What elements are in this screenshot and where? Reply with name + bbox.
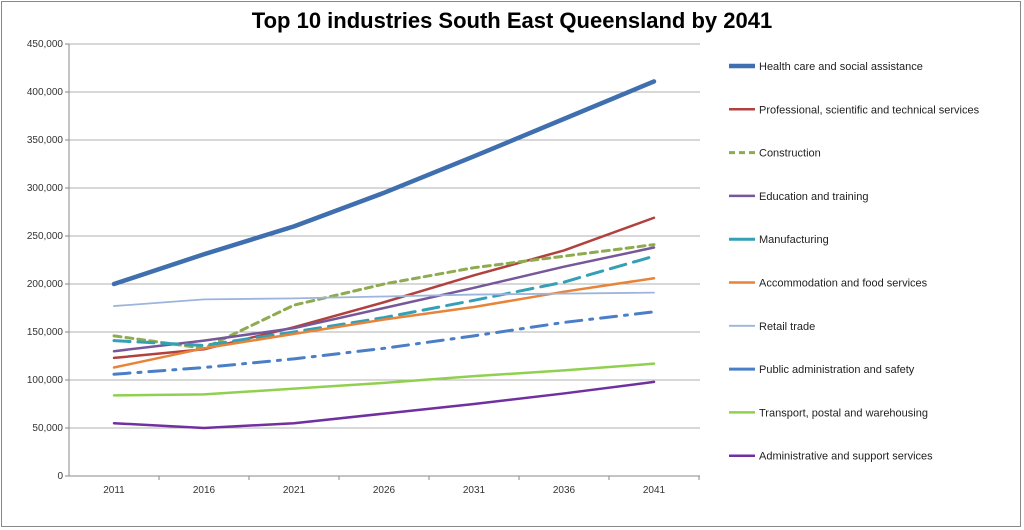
x-tick-label: 2036: [553, 485, 576, 496]
legend-label: Education and training: [759, 191, 868, 203]
legend-label: Public administration and safety: [759, 364, 915, 376]
y-tick-label: 300,000: [27, 183, 64, 194]
x-tick-label: 2016: [193, 485, 216, 496]
y-tick-label: 100,000: [27, 375, 64, 386]
x-tick-label: 2031: [463, 485, 486, 496]
legend-label: Professional, scientific and technical s…: [759, 104, 980, 116]
y-tick-label: 400,000: [27, 87, 64, 98]
series-line: [112, 216, 656, 360]
legend-label: Manufacturing: [759, 234, 829, 246]
series-line: [111, 79, 657, 287]
y-tick-label: 250,000: [27, 231, 64, 242]
y-tick-label: 350,000: [27, 135, 64, 146]
x-tick-label: 2041: [643, 485, 666, 496]
series-line: [112, 362, 656, 397]
y-tick-label: 150,000: [27, 327, 64, 338]
chart-title: Top 10 industries South East Queensland …: [251, 8, 773, 33]
y-tick-label: 50,000: [32, 423, 63, 434]
legend-label: Construction: [759, 148, 821, 160]
x-tick-label: 2021: [283, 485, 306, 496]
series-line: [112, 246, 656, 353]
series-line: [112, 254, 656, 347]
legend-label: Administrative and support services: [759, 451, 933, 463]
y-tick-label: 0: [57, 471, 63, 482]
y-tick-label: 450,000: [27, 39, 64, 50]
series-line: [112, 276, 656, 369]
legend-label: Health care and social assistance: [759, 61, 923, 73]
legend-label: Transport, postal and warehousing: [759, 407, 928, 419]
y-tick-label: 200,000: [27, 279, 64, 290]
legend-label: Retail trade: [759, 321, 815, 333]
x-tick-label: 2011: [103, 485, 125, 496]
series-line: [112, 380, 656, 430]
legend-label: Accommodation and food services: [759, 278, 928, 290]
x-tick-label: 2026: [373, 485, 396, 496]
series-line: [113, 291, 655, 307]
series-line: [112, 310, 656, 376]
